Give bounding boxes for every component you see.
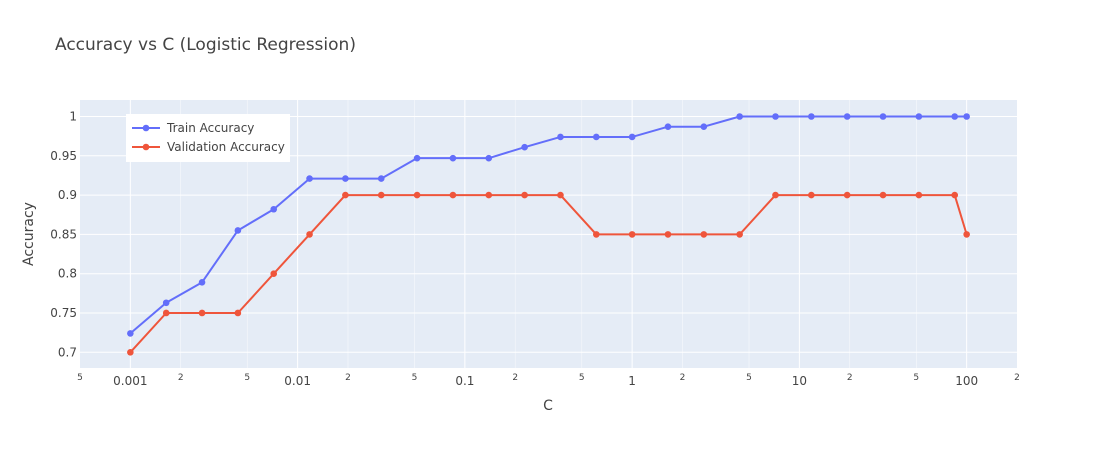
y-tick-label-4: 0.9 bbox=[58, 188, 77, 202]
series-1-point-13[interactable] bbox=[592, 231, 600, 238]
series-0-point-22[interactable] bbox=[915, 113, 923, 120]
series-0-point-5[interactable] bbox=[306, 175, 313, 182]
x-minor-tick-label-6: 5 bbox=[579, 373, 585, 383]
series-1-point-12[interactable] bbox=[557, 191, 564, 199]
series-0-point-19[interactable] bbox=[808, 113, 815, 120]
legend-label-train: Train Accuracy bbox=[166, 121, 254, 135]
series-1-point-4[interactable] bbox=[270, 270, 278, 277]
series-1-point-8[interactable] bbox=[413, 191, 421, 199]
x-minor-tick-label-10: 5 bbox=[913, 373, 919, 383]
tick-labels: 0.7 0.75 0.8 0.85 0.9 0.95 1 0.001 0.01 0.1 1 10 100… bbox=[50, 110, 1020, 388]
x-minor-tick-label-2: 5 bbox=[244, 373, 250, 383]
y-tick-label-3: 0.85 bbox=[50, 227, 77, 241]
legend-background bbox=[126, 114, 290, 162]
series-0-point-14[interactable] bbox=[628, 133, 636, 141]
series-1[interactable] bbox=[127, 191, 970, 356]
x-tick-label-4: 10 bbox=[792, 374, 807, 388]
series-0-point-16[interactable] bbox=[700, 123, 708, 131]
x-minor-tick-label-0: 5 bbox=[77, 373, 83, 383]
series-1-point-23[interactable] bbox=[951, 191, 959, 199]
series-1-point-21[interactable] bbox=[879, 191, 887, 199]
y-tick-label-1: 0.75 bbox=[50, 306, 77, 320]
series-1-point-1[interactable] bbox=[162, 309, 170, 317]
series-1-point-18[interactable] bbox=[772, 191, 779, 199]
series-0-point-13[interactable] bbox=[592, 133, 600, 141]
x-minor-tick-label-5: 2 bbox=[512, 373, 518, 383]
series-0[interactable] bbox=[127, 113, 970, 337]
x-tick-label-1: 0.01 bbox=[284, 374, 311, 388]
series-1-point-24[interactable] bbox=[963, 231, 970, 238]
series-1-point-10[interactable] bbox=[485, 191, 493, 199]
y-axis-title: Accuracy bbox=[21, 202, 37, 266]
x-tick-label-2: 0.1 bbox=[455, 374, 474, 388]
x-minor-tick-label-3: 2 bbox=[345, 373, 351, 383]
legend-label-validation: Validation Accuracy bbox=[167, 140, 285, 154]
x-axis-title: C bbox=[543, 398, 553, 414]
series-0-point-20[interactable] bbox=[843, 113, 851, 120]
series-0-point-23[interactable] bbox=[951, 113, 959, 120]
legend-swatch-validation-marker bbox=[142, 143, 150, 151]
y-tick-label-6: 1 bbox=[69, 110, 77, 124]
series-0-point-24[interactable] bbox=[963, 113, 970, 120]
legend-item-train[interactable]: Train Accuracy bbox=[132, 121, 254, 135]
series-1-point-17[interactable] bbox=[736, 231, 743, 238]
x-minor-tick-label-1: 2 bbox=[178, 373, 184, 383]
series-1-point-7[interactable] bbox=[377, 191, 385, 199]
series-0-point-4[interactable] bbox=[270, 205, 278, 213]
series-0-point-2[interactable] bbox=[198, 279, 206, 286]
series-0-point-7[interactable] bbox=[377, 175, 385, 182]
series-0-point-3[interactable] bbox=[234, 227, 242, 234]
series-1-point-14[interactable] bbox=[628, 231, 636, 238]
series-1-point-15[interactable] bbox=[664, 231, 672, 238]
series-1-point-3[interactable] bbox=[234, 309, 242, 317]
series-1-point-11[interactable] bbox=[521, 191, 528, 199]
series-1-point-5[interactable] bbox=[306, 231, 313, 238]
series-0-point-10[interactable] bbox=[485, 154, 493, 162]
legend-swatch-train-marker bbox=[142, 124, 150, 132]
x-minor-tick-label-11: 2 bbox=[1014, 373, 1020, 383]
series-layer bbox=[127, 113, 970, 356]
y-tick-label-2: 0.8 bbox=[58, 267, 77, 281]
series-0-point-11[interactable] bbox=[521, 143, 528, 151]
x-minor-tick-label-7: 2 bbox=[680, 373, 686, 383]
series-1-point-16[interactable] bbox=[700, 231, 708, 238]
x-minor-tick-label-9: 2 bbox=[847, 373, 853, 383]
y-tick-label-0: 0.7 bbox=[58, 345, 77, 359]
legend[interactable]: Train Accuracy Validation Accuracy bbox=[126, 114, 290, 162]
series-1-point-0[interactable] bbox=[127, 348, 134, 356]
x-tick-label-5: 100 bbox=[955, 374, 978, 388]
series-0-point-0[interactable] bbox=[127, 330, 134, 337]
x-minor-tick-label-8: 5 bbox=[746, 373, 752, 383]
series-1-point-19[interactable] bbox=[808, 191, 815, 199]
legend-item-validation[interactable]: Validation Accuracy bbox=[132, 140, 285, 154]
series-1-point-9[interactable] bbox=[449, 191, 457, 199]
series-0-point-1[interactable] bbox=[162, 299, 170, 307]
chart-title: Accuracy vs C (Logistic Regression) bbox=[55, 35, 356, 55]
x-minor-tick-label-4: 5 bbox=[412, 373, 418, 383]
series-1-point-2[interactable] bbox=[198, 309, 206, 317]
series-0-point-17[interactable] bbox=[736, 113, 743, 120]
series-1-point-20[interactable] bbox=[843, 191, 851, 199]
series-0-point-21[interactable] bbox=[879, 113, 887, 120]
series-0-point-9[interactable] bbox=[449, 154, 457, 162]
x-tick-label-3: 1 bbox=[628, 374, 636, 388]
series-0-point-12[interactable] bbox=[557, 133, 564, 141]
series-0-point-6[interactable] bbox=[342, 175, 349, 182]
series-0-point-15[interactable] bbox=[664, 123, 672, 131]
x-tick-label-0: 0.001 bbox=[113, 374, 147, 388]
series-0-point-18[interactable] bbox=[772, 113, 779, 120]
series-1-point-22[interactable] bbox=[915, 191, 923, 199]
series-0-point-8[interactable] bbox=[413, 154, 421, 162]
y-tick-label-5: 0.95 bbox=[50, 149, 77, 163]
series-1-point-6[interactable] bbox=[342, 191, 349, 199]
